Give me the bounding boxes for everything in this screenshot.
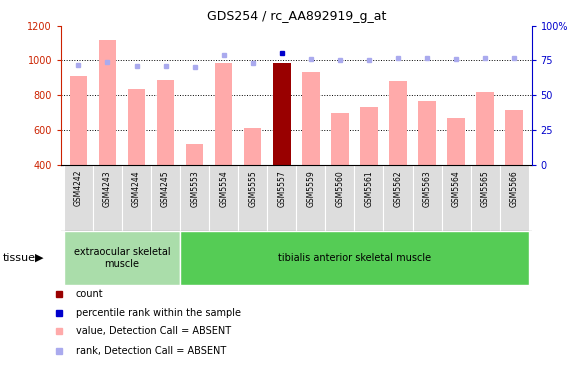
Bar <box>70 76 87 165</box>
Bar <box>64 165 93 231</box>
Text: GSM5555: GSM5555 <box>248 170 257 207</box>
Text: tibialis anterior skeletal muscle: tibialis anterior skeletal muscle <box>278 253 431 263</box>
Bar <box>471 165 500 231</box>
Bar <box>238 165 267 231</box>
Text: GSM4242: GSM4242 <box>74 170 83 206</box>
Bar <box>447 118 465 165</box>
Title: GDS254 / rc_AA892919_g_at: GDS254 / rc_AA892919_g_at <box>207 10 386 23</box>
Bar <box>209 165 238 231</box>
Bar <box>442 165 471 231</box>
Bar <box>122 165 151 231</box>
Bar <box>383 165 413 231</box>
Text: rank, Detection Call = ABSENT: rank, Detection Call = ABSENT <box>76 346 226 356</box>
Bar <box>157 81 174 165</box>
Bar <box>302 72 320 165</box>
Text: GSM5560: GSM5560 <box>335 170 345 207</box>
Bar <box>180 231 529 285</box>
Bar <box>418 101 436 165</box>
Bar <box>99 40 116 165</box>
Bar <box>331 113 349 165</box>
Text: GSM5564: GSM5564 <box>451 170 461 207</box>
Text: count: count <box>76 289 103 299</box>
Text: GSM5557: GSM5557 <box>277 170 286 207</box>
Text: GSM5562: GSM5562 <box>393 170 403 206</box>
Text: GSM4245: GSM4245 <box>161 170 170 206</box>
Bar <box>505 110 523 165</box>
Bar <box>180 165 209 231</box>
Text: GSM5553: GSM5553 <box>190 170 199 207</box>
Text: GSM5561: GSM5561 <box>364 170 374 206</box>
Bar <box>244 128 261 165</box>
Bar <box>151 165 180 231</box>
Text: GSM4244: GSM4244 <box>132 170 141 206</box>
Bar <box>413 165 442 231</box>
Text: value, Detection Call = ABSENT: value, Detection Call = ABSENT <box>76 326 231 336</box>
Text: GSM5559: GSM5559 <box>306 170 315 207</box>
Bar <box>273 63 290 165</box>
Text: GSM5563: GSM5563 <box>422 170 432 207</box>
Bar <box>500 165 529 231</box>
Bar <box>360 107 378 165</box>
Bar <box>215 63 232 165</box>
Bar <box>93 165 122 231</box>
Text: GSM5565: GSM5565 <box>480 170 490 207</box>
Text: percentile rank within the sample: percentile rank within the sample <box>76 307 241 318</box>
Text: extraocular skeletal
muscle: extraocular skeletal muscle <box>74 247 170 269</box>
Bar <box>64 231 180 285</box>
Text: tissue: tissue <box>3 253 36 263</box>
Bar <box>186 144 203 165</box>
Text: ▶: ▶ <box>35 253 44 263</box>
Bar <box>325 165 354 231</box>
Text: GSM5566: GSM5566 <box>510 170 519 207</box>
Text: GSM5554: GSM5554 <box>219 170 228 207</box>
Bar <box>476 92 494 165</box>
Bar <box>267 165 296 231</box>
Bar <box>354 165 383 231</box>
Bar <box>296 165 325 231</box>
Text: GSM4243: GSM4243 <box>103 170 112 206</box>
Bar <box>128 89 145 165</box>
Bar <box>389 81 407 165</box>
